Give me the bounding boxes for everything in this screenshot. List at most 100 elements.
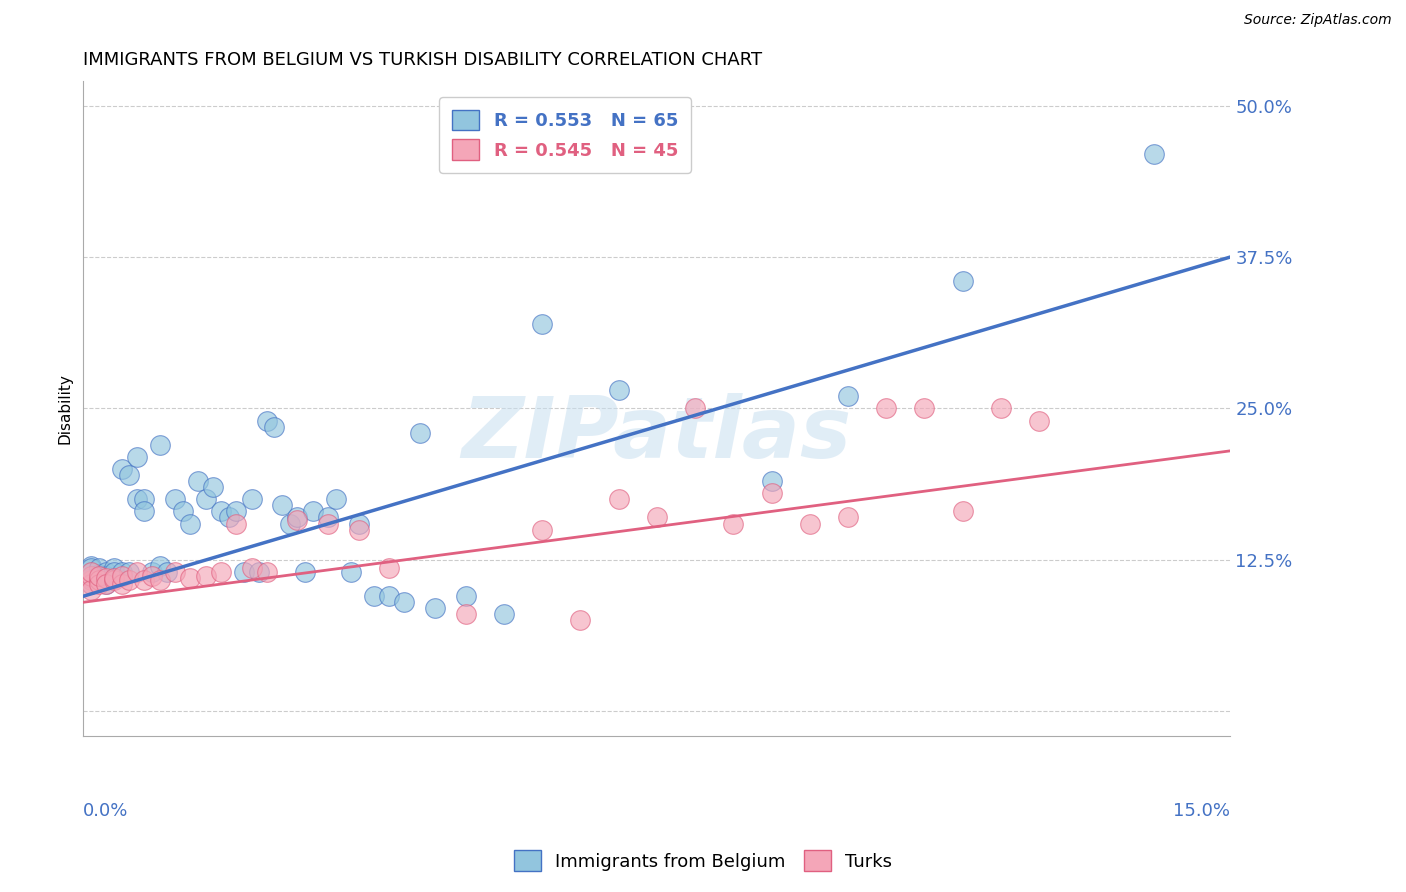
Point [103,574,125,588]
Point [378,561,401,575]
Text: Source: ZipAtlas.com: Source: ZipAtlas.com [1244,13,1392,28]
Point [294,565,316,579]
Text: 0.0%: 0.0% [83,802,129,820]
Point [96,571,118,585]
Point [179,516,201,531]
Point [118,565,141,579]
Point [96,574,118,588]
Point [531,317,554,331]
Legend: R = 0.553   N = 65, R = 0.545   N = 45: R = 0.553 N = 65, R = 0.545 N = 45 [440,97,690,173]
Point [80,565,103,579]
Point [761,486,783,500]
Y-axis label: Disability: Disability [58,373,72,444]
Point [378,589,401,603]
Point [194,492,217,507]
Point [80,574,103,588]
Point [141,568,163,582]
Point [134,504,156,518]
Point [325,492,347,507]
Point [87,577,110,591]
Point [134,574,156,588]
Point [263,419,285,434]
Point [172,504,194,518]
Point [103,571,125,585]
Point [287,513,309,527]
Point [80,561,103,575]
Point [1028,413,1050,427]
Text: ZIPatlas: ZIPatlas [461,393,852,476]
Point [278,516,301,531]
Text: 15.0%: 15.0% [1174,802,1230,820]
Point [103,561,125,575]
Point [149,558,172,573]
Point [110,568,132,582]
Point [240,561,263,575]
Point [316,510,339,524]
Point [156,565,179,579]
Point [952,504,974,518]
Point [232,565,254,579]
Point [875,401,897,416]
Point [363,589,385,603]
Point [683,401,706,416]
Point [87,574,110,588]
Point [141,565,163,579]
Point [118,574,141,588]
Point [110,462,132,476]
Point [240,492,263,507]
Point [96,568,118,582]
Point [218,510,240,524]
Point [80,565,103,579]
Point [149,574,172,588]
Point [103,571,125,585]
Point [271,499,294,513]
Point [125,565,148,579]
Point [287,510,309,524]
Point [914,401,936,416]
Point [454,607,477,622]
Point [187,474,209,488]
Point [96,577,118,591]
Point [209,504,232,518]
Point [347,516,370,531]
Point [179,571,201,585]
Point [87,571,110,585]
Text: IMMIGRANTS FROM BELGIUM VS TURKISH DISABILITY CORRELATION CHART: IMMIGRANTS FROM BELGIUM VS TURKISH DISAB… [83,51,762,69]
Point [96,577,118,591]
Point [110,565,132,579]
Point [80,558,103,573]
Point [409,425,432,440]
Point [125,450,148,464]
Point [761,474,783,488]
Point [165,492,187,507]
Point [80,577,103,591]
Point [87,574,110,588]
Point [247,565,270,579]
Point [125,492,148,507]
Point [149,438,172,452]
Point [80,571,103,585]
Point [423,601,446,615]
Point [531,523,554,537]
Point [103,565,125,579]
Point [952,274,974,288]
Point [340,565,363,579]
Point [454,589,477,603]
Point [87,568,110,582]
Point [492,607,515,622]
Point [80,583,103,598]
Point [96,565,118,579]
Point [607,492,630,507]
Point [607,384,630,398]
Point [837,389,859,403]
Point [347,523,370,537]
Point [990,401,1012,416]
Legend: Immigrants from Belgium, Turks: Immigrants from Belgium, Turks [506,843,900,879]
Point [394,595,416,609]
Point [87,561,110,575]
Point [134,492,156,507]
Point [225,504,247,518]
Point [225,516,247,531]
Point [1143,147,1166,161]
Point [256,413,278,427]
